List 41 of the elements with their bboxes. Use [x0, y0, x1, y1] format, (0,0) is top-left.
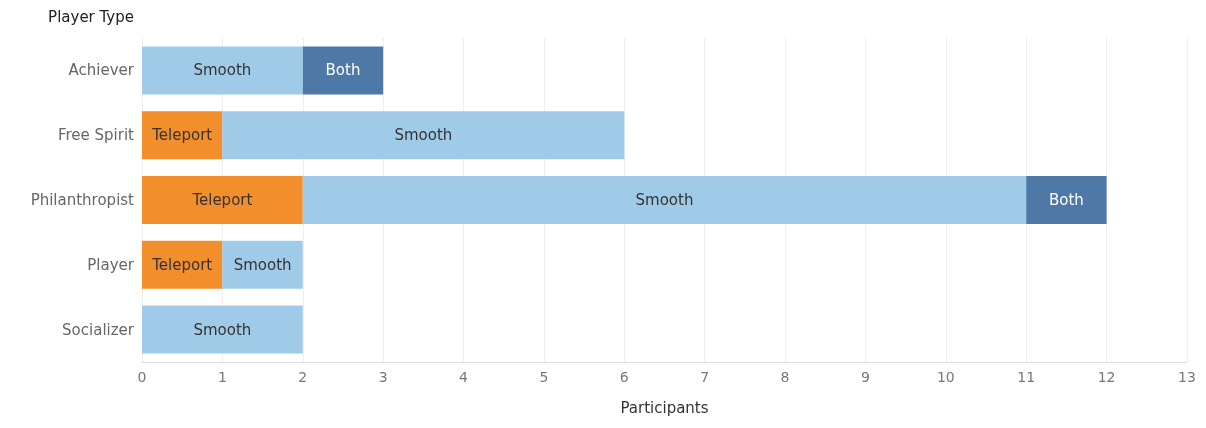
x-tick-label: 3 [378, 369, 388, 385]
series-label: Teleport [151, 126, 213, 145]
text: Smooth [193, 61, 252, 80]
series-label: Both [325, 61, 361, 80]
x-tick-label: 5 [539, 369, 549, 385]
x-tick-label: 9 [861, 369, 870, 385]
bar [142, 176, 303, 224]
y-tick-label: Free Spirit [57, 126, 135, 145]
x-axis-title: Participants [620, 398, 709, 417]
text: Smooth [635, 191, 694, 209]
x-tick-label: 13 [1178, 369, 1196, 385]
y-tick-label: Player [87, 255, 135, 274]
bar [302, 46, 384, 95]
x-tick-label: 4 [459, 369, 469, 385]
text: Teleport [152, 255, 213, 274]
bar [142, 240, 223, 289]
x-tick-label: 12 [1097, 369, 1116, 385]
bar [142, 305, 303, 354]
y-tick-label: Achiever [68, 61, 135, 80]
bar [1026, 176, 1107, 224]
x-tick-label: 2 [298, 369, 308, 385]
x-tick-label: 10 [936, 369, 955, 385]
x-tick-label: 0 [137, 369, 147, 385]
y-tick-label: Socializer [62, 320, 135, 339]
x-tick-label: 8 [780, 369, 790, 385]
text: Teleport [192, 191, 253, 209]
y-tick-label: Philanthropist [30, 191, 135, 209]
bar [142, 46, 303, 95]
x-tick-label: 1 [217, 369, 227, 385]
text: Smooth [394, 126, 453, 145]
bar [222, 240, 303, 289]
x-tick-label: 11 [1017, 369, 1036, 385]
text: Both [1048, 191, 1084, 209]
text: Smooth [193, 320, 252, 339]
bar [302, 176, 1027, 224]
x-tick-label: 6 [619, 369, 629, 385]
bar [222, 111, 625, 160]
bar [142, 111, 223, 160]
x-tick-label: 7 [700, 369, 710, 385]
series-label: Smooth [233, 255, 292, 274]
y-axis-title: Player Type [48, 7, 134, 26]
